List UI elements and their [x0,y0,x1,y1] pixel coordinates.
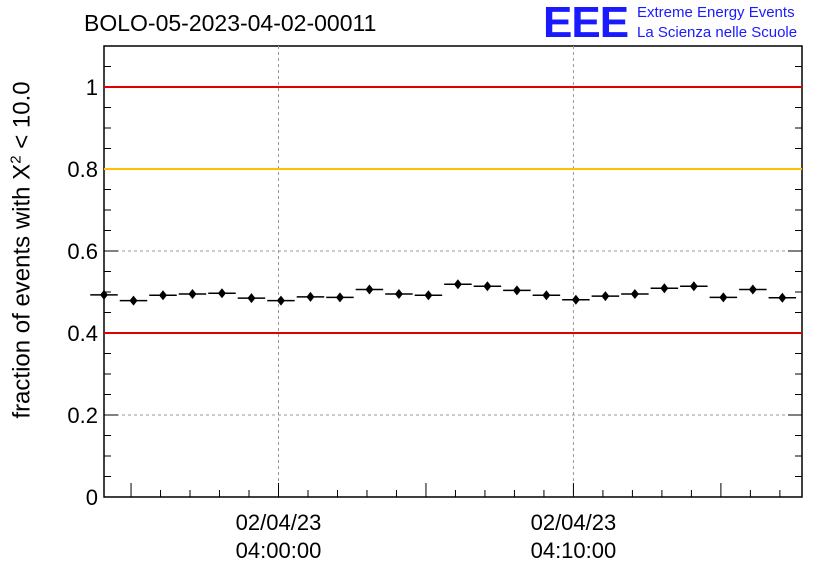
data-point [158,290,167,301]
data-point [453,279,462,290]
data-point [689,281,698,292]
y-tick-label: 1 [86,75,98,100]
data-point [778,292,787,303]
logo-tagline-2: La Scienza nelle Scuole [637,24,798,41]
data-point [542,290,551,301]
data-point [276,295,285,306]
eee-logo: EEE [543,0,629,47]
y-tick-label: 0.2 [67,403,98,428]
x-tick-label-time: 04:10:00 [531,538,617,563]
data-point [129,295,138,306]
data-point [719,292,728,303]
x-tick-label-date: 02/04/23 [531,510,617,535]
data-point [217,288,226,299]
data-point [424,290,433,301]
data-point [660,283,669,294]
logo-tagline-1: Extreme Energy Events [637,4,795,21]
data-point [335,292,344,303]
data-point [748,284,757,295]
plot-frame [103,45,803,498]
data-point [483,281,492,292]
data-point [306,291,315,302]
data-point [630,289,639,300]
data-point [188,289,197,300]
data-point [100,289,108,300]
x-tick-label-date: 02/04/23 [236,510,322,535]
data-point [601,291,610,302]
data-point [394,289,403,300]
y-tick-label: 0.6 [67,239,98,264]
data-point [247,293,256,304]
data-point [365,284,374,295]
data-point [571,294,580,305]
y-tick-label: 0.8 [67,157,98,182]
y-tick-label: 0 [86,485,98,510]
y-tick-label: 0.4 [67,321,98,346]
x-tick-label-time: 04:00:00 [236,538,322,563]
run-title: BOLO-05-2023-04-02-00011 [84,10,377,36]
data-point [512,285,521,296]
